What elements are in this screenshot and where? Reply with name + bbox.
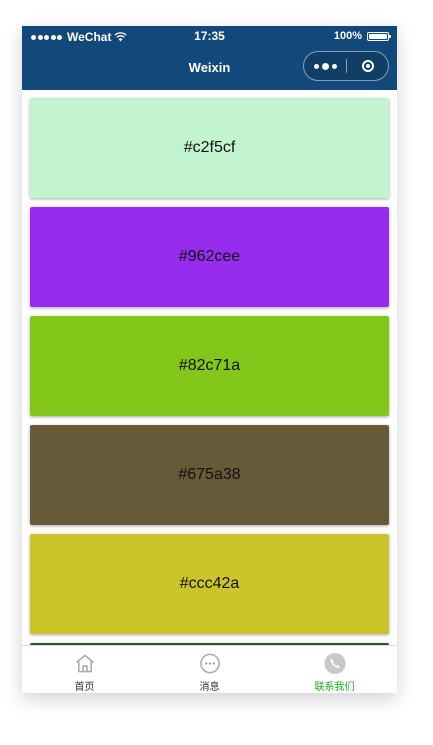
battery-icon	[367, 31, 391, 41]
carrier-name: WeChat	[67, 30, 112, 44]
more-dots-icon-right	[331, 63, 337, 69]
status-right: 100%	[333, 30, 391, 42]
color-swatch[interactable]: #ccc42a	[30, 534, 389, 634]
color-swatch-label: #675a38	[178, 466, 241, 483]
status-left: WeChat	[31, 30, 128, 44]
tab-bar: 首页 消息 联系我们	[22, 645, 397, 693]
more-dots-icon	[313, 63, 319, 69]
status-bar: WeChat 17:35 100%	[22, 26, 397, 46]
navigation-bar: Weixin	[22, 46, 397, 90]
page-title: Weixin	[188, 60, 231, 75]
color-list[interactable]: #c2f5cf #962cee #82c71a #675a38 #ccc42a	[22, 90, 397, 645]
color-swatch[interactable]: #675a38	[30, 425, 389, 525]
phone-icon	[323, 652, 346, 675]
target-icon	[361, 60, 374, 72]
tab-messages[interactable]: 消息	[147, 646, 272, 693]
capsule-menu	[303, 51, 389, 81]
tab-contact-label: 联系我们	[314, 682, 355, 693]
tab-home-label: 首页	[74, 682, 95, 693]
status-time: 17:35	[194, 29, 225, 43]
color-swatch-label: #962cee	[178, 248, 241, 265]
capsule-divider	[346, 59, 347, 73]
color-swatch[interactable]: #c2f5cf	[30, 98, 389, 198]
battery-percent: 100%	[333, 30, 362, 42]
message-icon	[199, 653, 220, 674]
color-swatch[interactable]	[30, 643, 389, 645]
tab-contact[interactable]: 联系我们	[272, 646, 397, 693]
color-swatch[interactable]: #962cee	[30, 207, 389, 307]
tab-home[interactable]: 首页	[22, 646, 147, 693]
more-dots-icon-center	[321, 62, 329, 70]
signal-icon	[31, 34, 62, 40]
color-swatch-label: #c2f5cf	[183, 139, 236, 156]
color-swatch-label: #ccc42a	[179, 575, 240, 592]
more-button[interactable]	[304, 52, 346, 80]
tab-messages-label: 消息	[199, 682, 220, 693]
wifi-icon	[114, 32, 128, 42]
color-swatch[interactable]: #82c71a	[30, 316, 389, 416]
phone-frame: WeChat 17:35 100% Weixin #c2f	[22, 26, 397, 693]
home-icon	[75, 654, 94, 673]
color-swatch-label: #82c71a	[178, 357, 241, 374]
close-button[interactable]	[347, 52, 388, 80]
